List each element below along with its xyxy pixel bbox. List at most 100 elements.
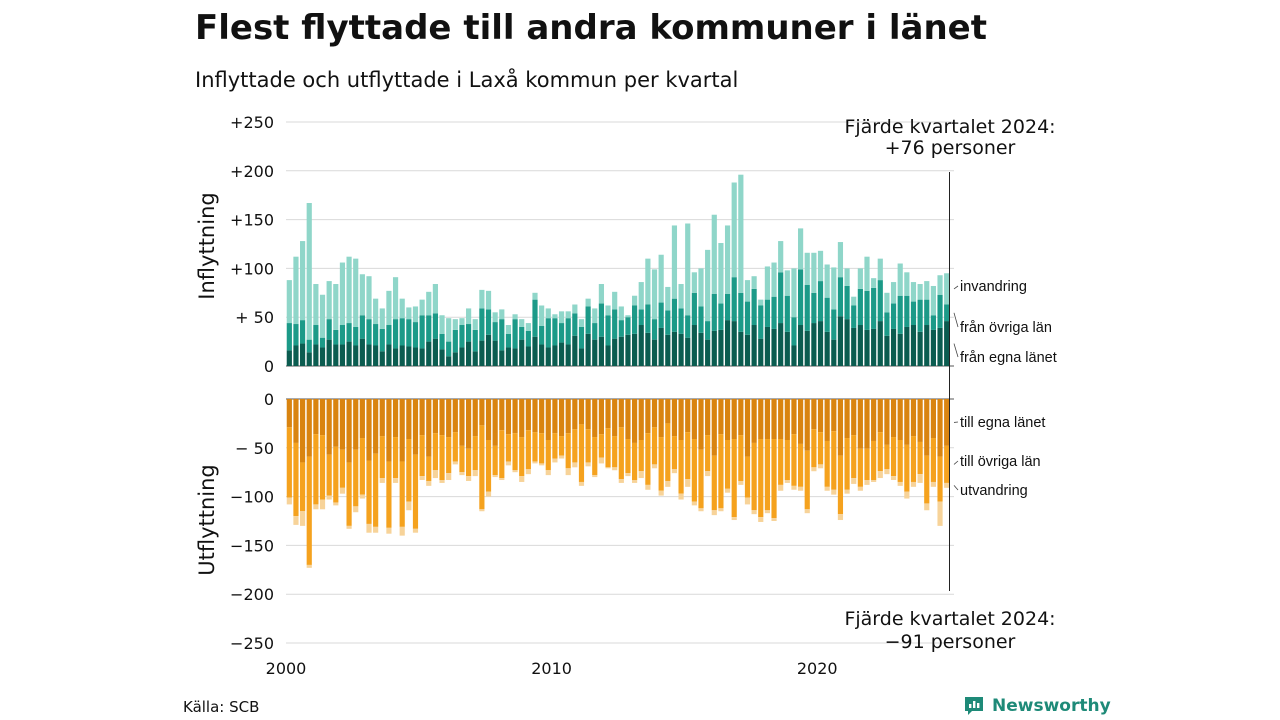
bar-in-2-2007K2 (479, 289, 485, 309)
bar-out-2-2020K3 (831, 489, 837, 495)
legend-inflow: från egna länet från övriga län invandring (953, 279, 1057, 366)
bar-in-0-2011K1 (578, 348, 585, 366)
bar-out-2-2018K4 (784, 480, 790, 483)
bar-in-0-2017K3 (751, 325, 757, 366)
bar-out-1-2010K2 (558, 436, 565, 456)
bar-out-2-2010K2 (558, 455, 565, 459)
bar-out-2-2014K1 (658, 490, 664, 496)
y-tick-out-3: −150 (230, 536, 274, 555)
bar-in-1-2005K2 (426, 315, 432, 342)
bar-out-2-2007K3 (485, 491, 492, 497)
bar-out-1-2011K4 (598, 434, 604, 458)
bar-out-0-2023K4 (917, 399, 923, 442)
bar-in-0-2022K4 (890, 328, 897, 366)
bar-out-1-2004K3 (406, 439, 412, 502)
bar-in-1-2008K4 (519, 326, 525, 340)
bar-out-2-2024K2 (930, 481, 936, 487)
bar-in-1-2014K3 (671, 298, 678, 332)
bar-out-1-2007K2 (479, 425, 485, 510)
bar-out-2-2019K4 (811, 467, 817, 472)
bar-in-2-2022K4 (890, 282, 897, 304)
bar-out-2-2023K1 (897, 481, 903, 486)
bar-in-1-2004K4 (412, 322, 419, 348)
bar-out-2-2010K4 (572, 462, 578, 468)
bar-out-2-2018K1 (764, 510, 770, 514)
bar-out-2-2009K2 (532, 461, 538, 464)
bar-out-0-2001K4 (333, 399, 339, 447)
bar-in-2-2021K2 (851, 296, 857, 306)
bar-out-1-2014K4 (678, 439, 684, 494)
bar-out-0-2024K2 (930, 399, 936, 439)
bar-out-1-2000K2 (293, 442, 299, 517)
bar-in-2-2006K1 (446, 318, 452, 342)
bar-out-2-2011K4 (598, 457, 604, 464)
bar-out-2-2015K2 (691, 501, 697, 506)
bar-out-0-2022K1 (871, 399, 877, 441)
bar-out-1-2008K4 (519, 437, 525, 477)
bar-out-0-2022K2 (877, 399, 883, 433)
bar-out-1-2007K3 (485, 439, 492, 492)
legend-label-in-0: från egna länet (960, 350, 1057, 366)
bar-out-1-2001K3 (326, 454, 332, 496)
bar-out-1-2022K3 (884, 444, 890, 470)
bar-out-0-2001K3 (326, 399, 332, 455)
bar-out-0-2008K2 (505, 399, 512, 435)
bar-in-0-2016K4 (731, 321, 737, 366)
bar-out-1-2023K3 (910, 436, 917, 482)
bar-out-0-2011K2 (585, 399, 591, 430)
bar-in-1-2011K4 (598, 303, 604, 337)
bar-out-2-2024K3 (937, 501, 943, 526)
bar-in-0-2012K3 (618, 336, 624, 366)
bar-in-2-2013K1 (632, 295, 638, 306)
bar-in-0-2015K1 (685, 337, 691, 366)
bar-out-1-2014K1 (658, 437, 664, 491)
bar-in-1-2013K1 (632, 305, 638, 334)
bar-out-0-2010K4 (572, 399, 578, 430)
bar-in-0-2008K1 (499, 350, 505, 366)
bar-in-0-2022K1 (871, 328, 877, 366)
bar-in-1-2020K3 (831, 309, 837, 340)
bar-out-1-2015K1 (685, 432, 691, 480)
bar-in-2-2008K2 (505, 325, 512, 334)
bar-in-2-2020K3 (831, 267, 837, 310)
bar-out-2-2007K4 (492, 475, 498, 478)
bar-in-0-2022K2 (877, 321, 883, 366)
bar-in-1-2020K2 (824, 297, 830, 332)
bar-in-2-2016K3 (724, 225, 731, 294)
bar-in-1-2018K2 (771, 296, 777, 329)
bar-in-1-2022K3 (884, 312, 890, 336)
bar-out-2-2012K3 (618, 479, 624, 483)
bar-in-0-2001K4 (333, 344, 339, 366)
bar-in-0-2019K2 (798, 325, 804, 366)
bars-outflow (286, 399, 950, 568)
bar-in-2-2017K1 (738, 174, 744, 293)
bar-in-1-2019K3 (804, 284, 810, 331)
bar-out-2-2005K3 (432, 470, 438, 479)
bar-in-1-2009K3 (539, 325, 545, 345)
bar-in-2-2008K3 (512, 314, 518, 320)
legend-outflow: till egna länet till övriga län utvandring (953, 415, 1045, 499)
bar-out-0-2020K4 (837, 399, 844, 456)
bar-in-2-2012K2 (612, 291, 618, 310)
bar-out-0-2019K2 (798, 399, 804, 444)
bar-in-1-2009K4 (545, 318, 551, 348)
bar-out-1-2001K2 (319, 435, 326, 500)
bar-in-1-2000K4 (306, 339, 312, 353)
bar-out-2-2007K1 (472, 470, 478, 477)
bar-in-2-2000K2 (293, 256, 299, 325)
bar-in-1-2024K3 (937, 294, 943, 328)
bar-in-1-2011K2 (585, 306, 591, 334)
bar-out-1-2005K1 (419, 435, 425, 477)
bar-in-2-2011K3 (592, 308, 598, 324)
bar-out-2-2010K1 (552, 458, 558, 463)
bar-in-1-2007K3 (485, 309, 492, 335)
bar-in-1-2015K3 (698, 306, 704, 333)
bar-in-0-2018K4 (784, 331, 790, 366)
bar-in-0-2009K1 (525, 346, 531, 366)
bar-out-0-2019K1 (791, 399, 797, 435)
bar-out-0-2015K3 (698, 399, 704, 450)
bar-in-2-2021K1 (844, 268, 850, 286)
bar-in-0-2022K3 (884, 335, 890, 366)
bar-out-0-2009K2 (532, 399, 538, 433)
bar-out-2-2001K4 (333, 502, 339, 506)
